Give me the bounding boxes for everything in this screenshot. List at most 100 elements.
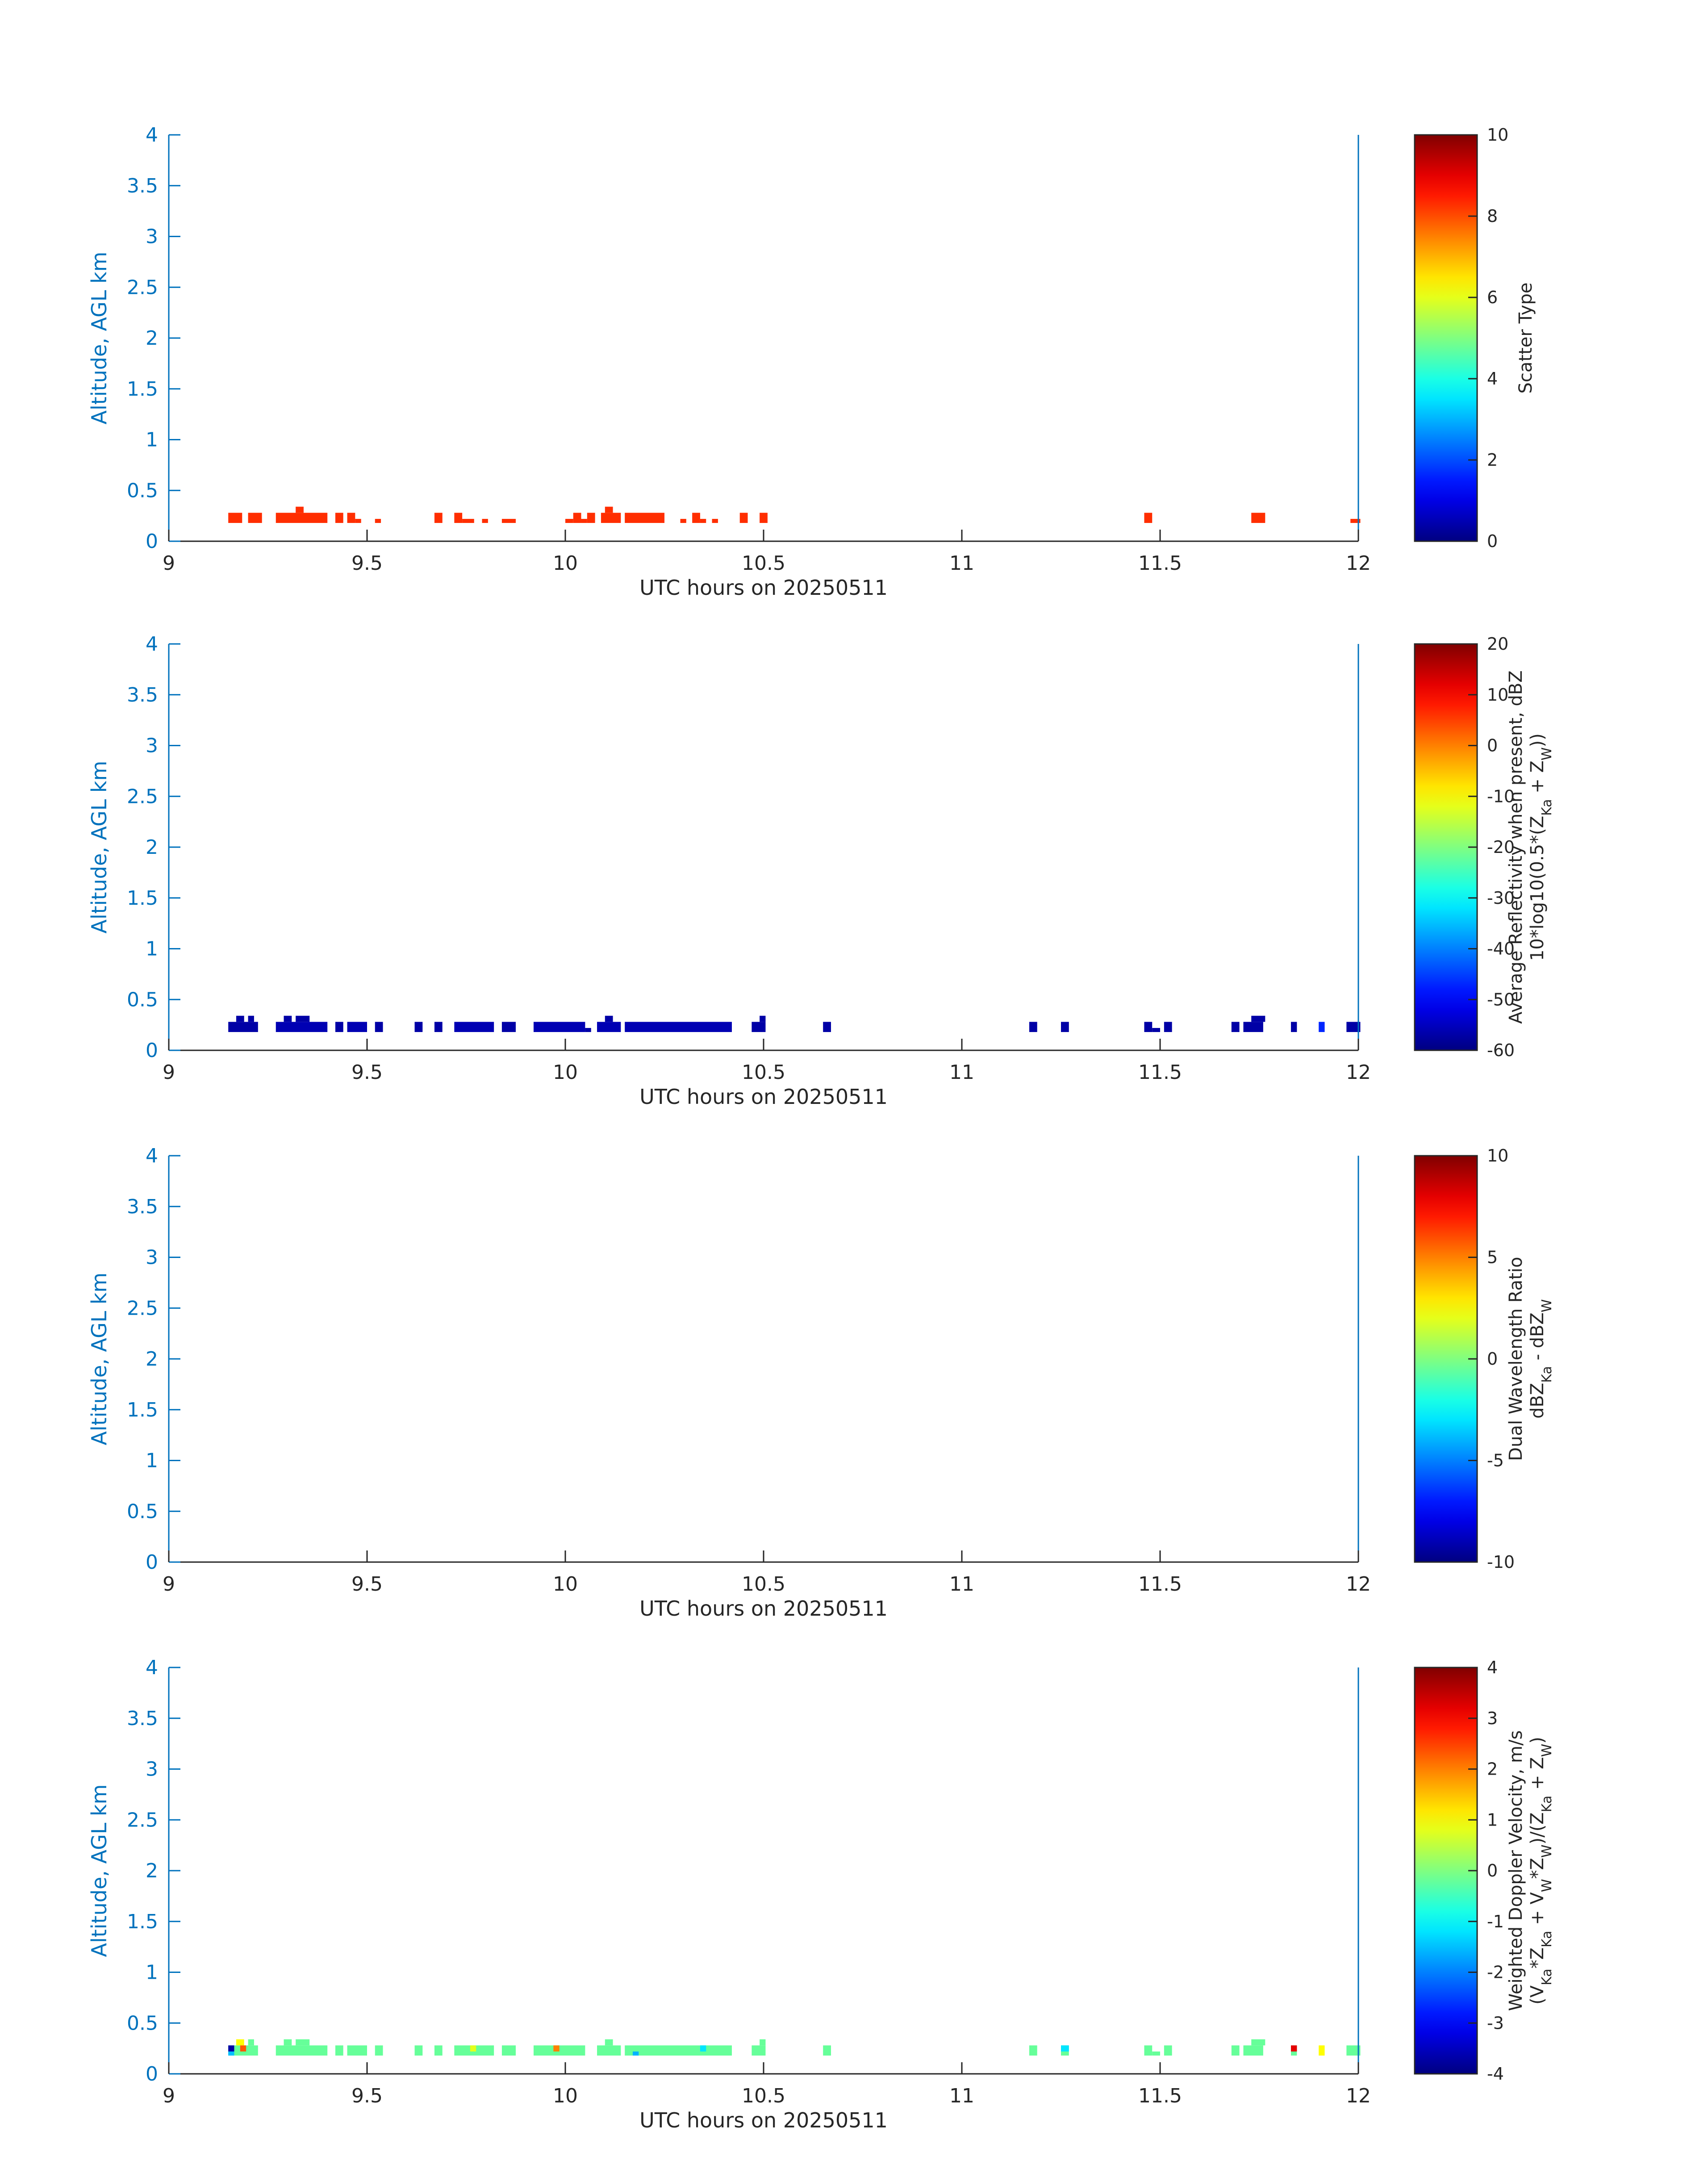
colorbar-tick-label: 2	[1487, 450, 1498, 470]
data-cell	[700, 2045, 706, 2052]
y-tick-label: 0	[146, 1039, 158, 1062]
y-tick-label: 4	[146, 124, 158, 146]
data-cell	[462, 518, 474, 523]
colorbar-tick-label: 10	[1487, 685, 1508, 705]
colorbar-tick-label: 0	[1487, 531, 1498, 551]
x-tick-label: 9	[163, 2085, 175, 2107]
data-cell	[752, 2045, 766, 2056]
data-cell	[1061, 2045, 1069, 2052]
x-tick-label: 9.5	[351, 2085, 383, 2107]
y-tick-label: 3	[146, 226, 158, 248]
y-tick-label: 3	[146, 735, 158, 757]
y-tick-label: 2.5	[127, 1809, 158, 1831]
data-cell	[585, 1028, 591, 1032]
x-axis-label: UTC hours on 20250511	[639, 1596, 888, 1621]
x-tick-label: 11	[949, 2085, 974, 2107]
y-tick-label: 3.5	[127, 175, 158, 197]
colorbar-formula-subscript: Ka	[1539, 1796, 1555, 1813]
data-cell	[1144, 1022, 1153, 1032]
data-cell	[597, 2045, 621, 2056]
colorbar-tick-label: -40	[1487, 939, 1515, 959]
y-tick-label: 1	[146, 1961, 158, 1984]
y-tick-label: 3.5	[127, 1707, 158, 1730]
data-cell	[501, 518, 516, 523]
data-cell	[228, 2045, 234, 2052]
data-cell	[1251, 513, 1265, 523]
y-tick-label: 2	[146, 327, 158, 350]
y-axis-label: Altitude, AGL km	[87, 251, 111, 424]
y-tick-label: 2	[146, 836, 158, 859]
colorbar-formula-text: )/(Z	[1527, 1812, 1548, 1844]
colorbar-label: Weighted Doppler Velocity, m/s	[1506, 1730, 1526, 2011]
data-cell	[823, 2045, 831, 2056]
data-cell	[625, 513, 664, 523]
data-cell	[1164, 1022, 1172, 1032]
data-cell	[565, 518, 573, 523]
data-cell	[573, 513, 581, 523]
x-tick-label: 11.5	[1138, 1061, 1182, 1084]
data-cell	[296, 506, 304, 513]
y-tick-label: 0.5	[127, 988, 158, 1011]
data-cell	[470, 2045, 476, 2052]
x-tick-label: 9	[163, 1573, 175, 1596]
data-cell	[1243, 2045, 1263, 2056]
data-cell	[482, 518, 488, 523]
data-cell	[1152, 2051, 1160, 2056]
x-tick-label: 11	[949, 552, 974, 575]
data-cell	[347, 1022, 367, 1032]
data-cell	[581, 518, 587, 523]
y-tick-label: 0	[146, 2063, 158, 2085]
colorbar-tick-label: -60	[1487, 1040, 1515, 1060]
x-axis-label: UTC hours on 20250511	[639, 1085, 888, 1109]
y-tick-label: 4	[146, 1145, 158, 1167]
colorbar-tick-label: -30	[1487, 888, 1515, 908]
data-cell	[605, 506, 613, 513]
colorbar-tick-label: 8	[1487, 206, 1498, 226]
data-cell	[1144, 2045, 1153, 2056]
data-cell	[1061, 1022, 1069, 1032]
y-tick-label: 1.5	[127, 1910, 158, 1933]
data-cell	[1231, 2045, 1240, 2056]
data-cell	[605, 1015, 613, 1022]
colorbar-formula-text: + V	[1527, 1892, 1548, 1931]
x-tick-label: 10.5	[742, 2085, 785, 2107]
colorbar-tick-label: -5	[1487, 1451, 1504, 1471]
y-tick-label: 3	[146, 1758, 158, 1781]
colorbar-tick-label: 4	[1487, 1658, 1498, 1677]
colorbar-tick-label: 1	[1487, 1810, 1498, 1830]
colorbar: -10 -5 0 5 10 Dual Wavelength Ratio dBZKa - dB…	[1414, 1146, 1555, 1572]
colorbar-formula-text: dBZ	[1527, 1383, 1548, 1419]
data-cell	[1251, 2039, 1265, 2046]
y-tick-label: 1.5	[127, 1399, 158, 1421]
y-tick-label: 0.5	[127, 2012, 158, 2035]
colorbar-formula-text: - dBZ	[1527, 1312, 1548, 1366]
colorbar-label: Average Reflectivity when present, dBZ	[1506, 670, 1526, 1024]
y-tick-label: 1	[146, 429, 158, 451]
colorbar-tick-label: -50	[1487, 990, 1515, 1009]
data-cell	[1319, 1022, 1325, 1032]
data-cell	[587, 513, 595, 523]
colorbar-tick-label: 20	[1487, 634, 1508, 654]
x-tick-label: 12	[1346, 2085, 1371, 2107]
colorbar: -4 -3 -2 -1 0 1 2 3 4 Weighted Doppler Velocity, …	[1414, 1658, 1555, 2084]
data-cell	[1144, 513, 1153, 523]
colorbar-tick-label: -2	[1487, 1963, 1504, 1982]
colorbar: 0 2 4 6 8 10 Scatter Type	[1414, 125, 1536, 551]
x-tick-label: 11	[949, 1573, 974, 1596]
data-cell	[1346, 2045, 1361, 2056]
data-cell	[601, 513, 621, 523]
data-cell	[553, 2045, 560, 2052]
data-cell	[1291, 2045, 1297, 2052]
colorbar-formula: (VKa*ZKa + VW*ZW)/(ZKa + ZW)	[1527, 1737, 1555, 2005]
colorbar-tick-label: 2	[1487, 1759, 1498, 1779]
data-cell	[335, 513, 343, 523]
data-cell	[625, 1022, 732, 1032]
y-tick-label: 0	[146, 530, 158, 553]
data-cell	[296, 1015, 310, 1022]
colorbar-formula-subscript: Ka	[1539, 1968, 1555, 1985]
data-cell	[375, 518, 381, 523]
colorbar-tick-label: 10	[1487, 125, 1508, 145]
colorbar-tick-label: 3	[1487, 1709, 1498, 1728]
